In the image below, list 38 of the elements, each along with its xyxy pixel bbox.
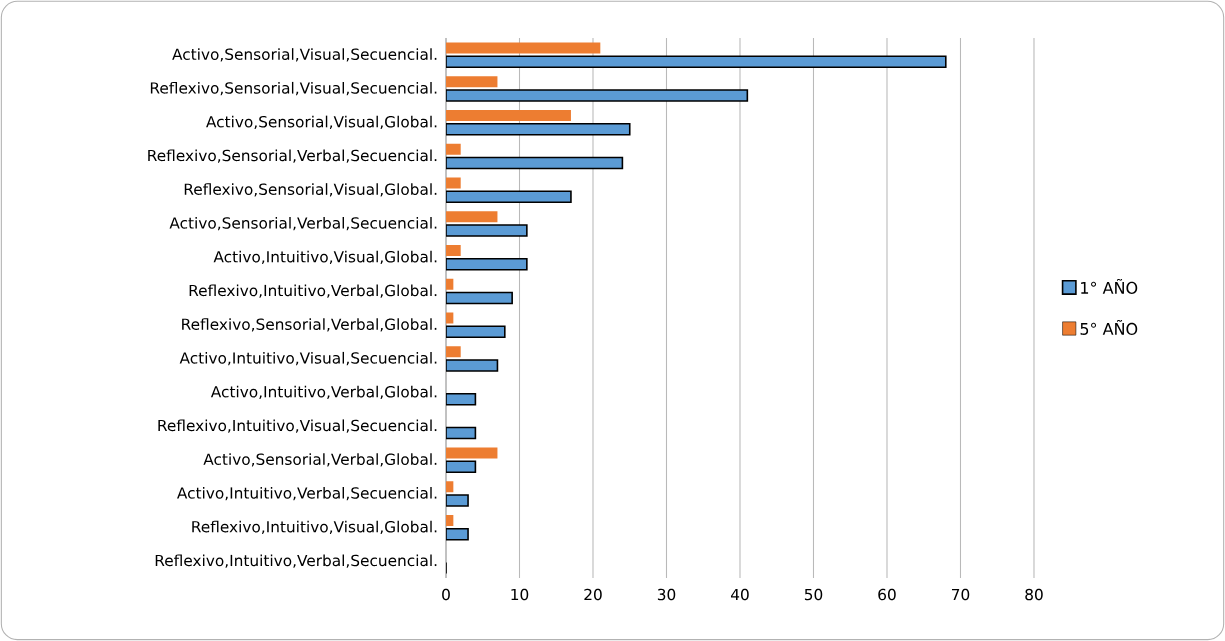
y-tick-label: Reflexivo,Intuitivo,Verbal,Global. (189, 284, 437, 298)
y-tick-label: Activo,Intuitivo,Visual,Secuencial. (179, 351, 437, 366)
y-tick-label: Activo,Intuitivo,Verbal,Secuencial. (177, 486, 437, 501)
y-tick-label: Reflexivo,Intuitivo,Visual,Secuencial. (158, 419, 437, 433)
bar (446, 42, 601, 54)
bar (446, 110, 571, 122)
x-tick-label: 0 (442, 588, 450, 601)
bar (446, 143, 461, 155)
bar (446, 122, 631, 136)
bar (446, 76, 498, 88)
bar (446, 346, 461, 358)
y-tick-label: Activo,Sensorial,Verbal,Secuencial. (169, 216, 437, 231)
x-tick-label: 40 (730, 588, 749, 601)
y-tick-label: Reflexivo,Sensorial,Verbal,Secuencial. (148, 149, 437, 163)
y-tick-label: Reflexivo,Sensorial,Visual,Secuencial. (150, 81, 437, 96)
y-tick-label: Activo,Intuitivo,Verbal,Global. (210, 385, 437, 400)
x-tick-label: 50 (804, 588, 823, 601)
legend-label: 5° AÑO (1080, 320, 1138, 335)
x-tick-label: 30 (657, 588, 676, 601)
y-tick-label: Reflexivo,Intuitivo,Verbal,Secuencial. (155, 554, 437, 568)
bar (446, 447, 498, 459)
y-tick-label: Activo,Sensorial,Visual,Secuencial. (172, 48, 437, 62)
bar (446, 245, 461, 257)
y-tick-label: Activo,Sensorial,Visual,Global. (206, 115, 437, 130)
y-tick-label: Activo,Sensorial,Verbal,Global. (203, 453, 437, 467)
y-tick-label: Reflexivo,Intuitivo,Visual,Global. (192, 520, 437, 535)
x-tick-label: 70 (951, 588, 970, 601)
x-tick-label: 60 (878, 588, 896, 601)
y-tick-label: Reflexivo,Sensorial,Visual,Global. (184, 183, 437, 197)
legend-label: 1° AÑO (1081, 278, 1138, 294)
bar (446, 177, 461, 189)
y-tick-label: Reflexivo,Sensorial,Verbal,Global. (182, 318, 437, 332)
x-tick-label: 20 (584, 588, 602, 601)
y-tick-label: Activo,Intuitivo,Visual,Global. (213, 250, 437, 265)
x-tick-label: 10 (511, 588, 529, 601)
bar (446, 211, 498, 223)
x-tick-label: 80 (1025, 588, 1043, 601)
bar (446, 156, 624, 170)
